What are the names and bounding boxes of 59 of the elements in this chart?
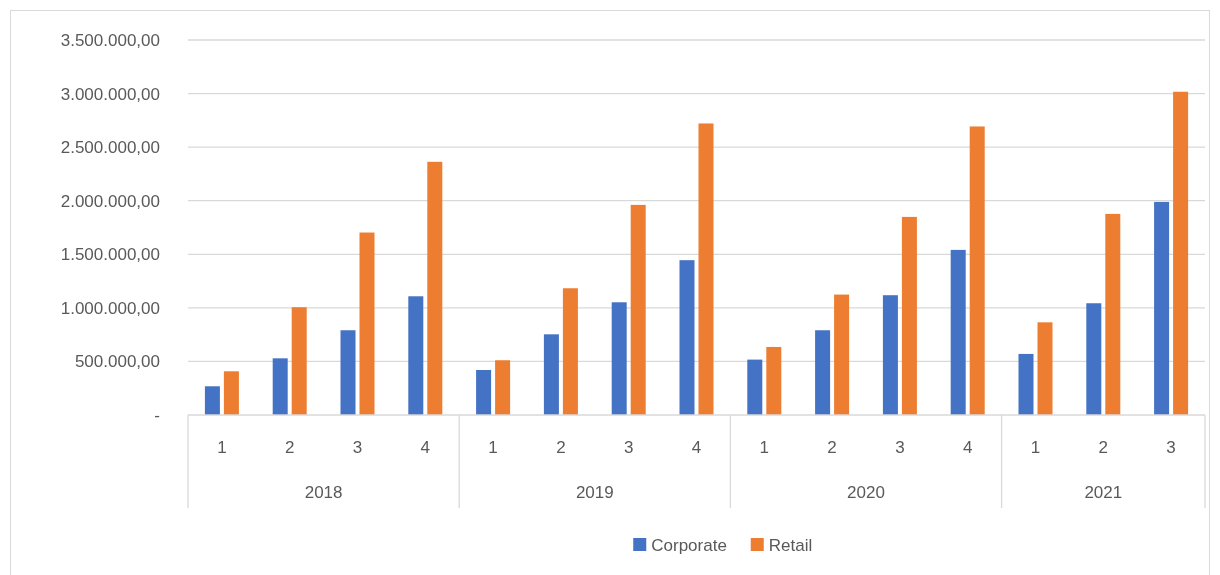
x-tick-label: 2	[556, 437, 566, 457]
text: 2018	[304, 482, 343, 502]
bar	[1154, 201, 1170, 415]
bar	[698, 123, 714, 415]
bar	[427, 161, 443, 415]
bar	[950, 249, 966, 415]
bar	[1105, 213, 1121, 415]
x-tick-label: 1	[488, 437, 498, 457]
bar	[1086, 303, 1102, 415]
x-tick-label: 3	[623, 437, 634, 457]
text: 2020	[847, 482, 885, 502]
y-tick-label: 2.000.000,00	[60, 191, 160, 211]
y-tick-label: 1.000.000,00	[60, 298, 160, 318]
x-tick-label: 3	[1166, 437, 1176, 457]
x-tick-label: 1	[759, 437, 770, 457]
text: 2019	[575, 482, 614, 502]
bar	[834, 294, 850, 415]
bar	[882, 295, 898, 415]
x-tick-label: 2	[827, 437, 837, 457]
bar	[1018, 353, 1034, 415]
bar	[272, 358, 288, 415]
x-tick-label: 2	[284, 437, 295, 457]
x-tick-label: 3	[895, 437, 905, 457]
bar	[495, 360, 511, 415]
y-tick-label: 2.500.000,00	[60, 138, 160, 158]
bar	[611, 302, 627, 415]
bar	[1173, 91, 1189, 415]
bar	[359, 232, 375, 415]
legend-label: Retail	[768, 535, 813, 555]
x-tick-label: 4	[962, 437, 973, 457]
bar	[747, 359, 763, 415]
bar	[1037, 322, 1053, 415]
bar	[969, 126, 985, 415]
bar	[408, 296, 424, 415]
bar	[630, 204, 646, 415]
text: 2021	[1084, 482, 1123, 502]
y-tick-label: 500.000,00	[74, 352, 160, 372]
x-tick-label: 1	[217, 437, 227, 457]
x-tick-label: 1	[1030, 437, 1041, 457]
bar	[766, 346, 782, 415]
bar	[679, 260, 695, 415]
bar	[204, 386, 220, 415]
bar	[291, 307, 307, 415]
bar	[223, 371, 239, 415]
y-tick-label: 1.500.000,00	[60, 245, 160, 265]
bar	[815, 330, 831, 415]
bar	[340, 330, 356, 415]
x-tick-label: 4	[691, 437, 702, 457]
x-tick-label: 3	[352, 437, 363, 457]
bar	[543, 334, 559, 415]
bar	[476, 370, 492, 415]
y-tick-label: 3.000.000,00	[60, 84, 160, 104]
y-tick-label: 3.500.000,00	[60, 30, 160, 50]
x-tick-label: 2	[1098, 437, 1109, 457]
y-tick-label: -	[154, 405, 160, 425]
legend-label: Corporate	[651, 535, 727, 555]
bar	[562, 288, 578, 415]
x-tick-label: 4	[420, 437, 431, 457]
bar	[901, 216, 917, 415]
